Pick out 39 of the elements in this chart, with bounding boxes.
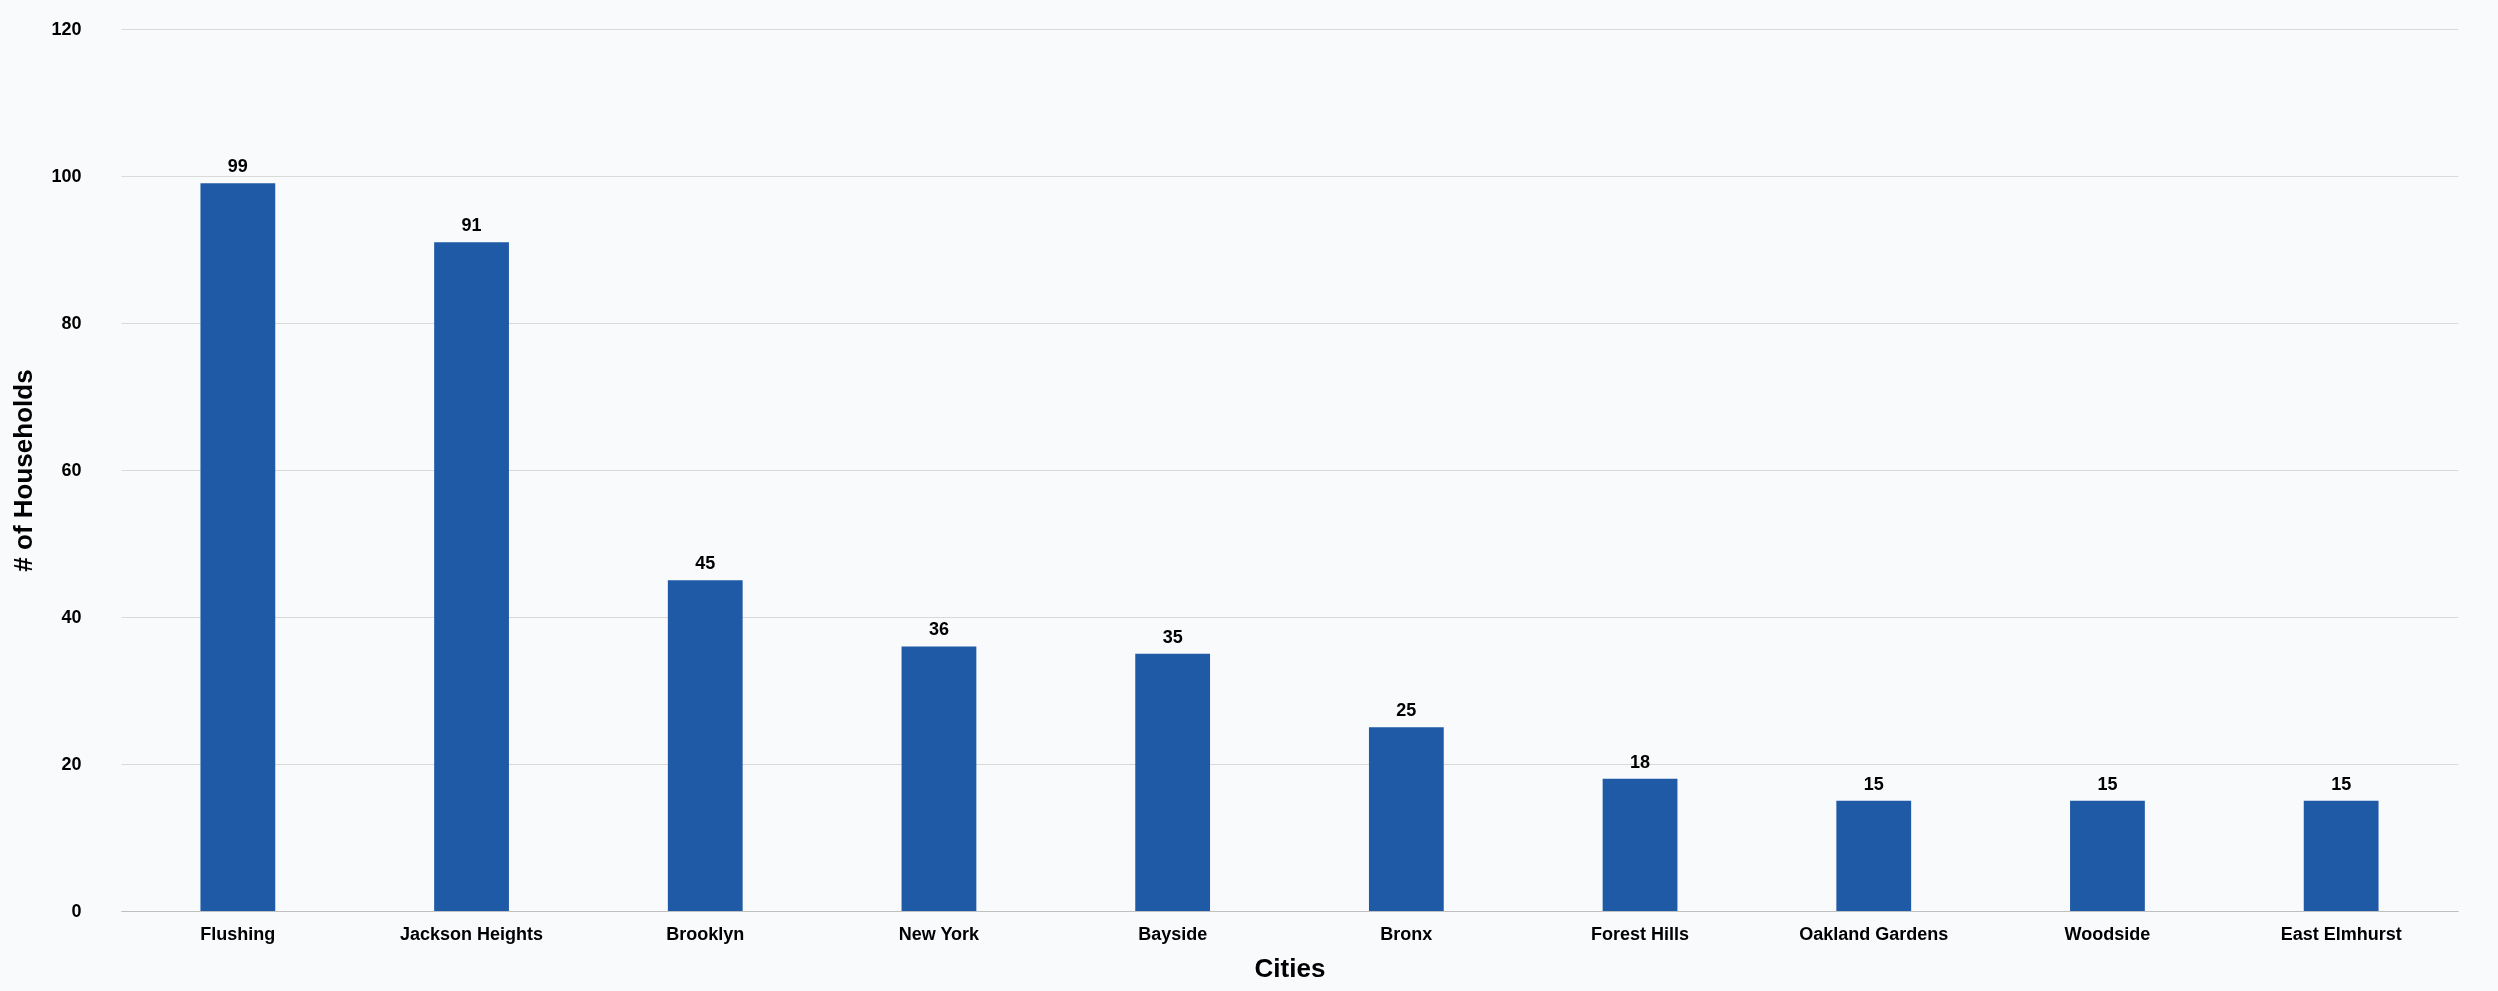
bar <box>1135 653 1211 911</box>
x-tick-label: Oakland Gardens <box>1799 923 1949 944</box>
data-label: 15 <box>2331 773 2352 794</box>
bar <box>667 580 743 911</box>
bar <box>200 183 276 911</box>
x-tick-label: Woodside <box>2064 923 2151 944</box>
x-axis-title: Cities <box>1254 952 1326 983</box>
data-label: 35 <box>1162 626 1183 647</box>
data-label: 36 <box>928 619 949 640</box>
bar <box>1836 800 1912 911</box>
x-tick-label: Brooklyn <box>666 923 745 944</box>
data-label: 91 <box>461 215 482 236</box>
y-axis-title: # of Households <box>8 369 39 572</box>
bar <box>1368 727 1444 911</box>
x-tick-label: East Elmhurst <box>2280 923 2402 944</box>
y-tick-label: 60 <box>61 459 82 480</box>
bar <box>901 646 977 911</box>
data-label: 99 <box>227 156 248 177</box>
data-label: 15 <box>1863 773 1884 794</box>
y-tick-label: 0 <box>71 900 82 921</box>
data-label: 18 <box>1630 751 1651 772</box>
x-tick-label: Forest Hills <box>1591 923 1690 944</box>
bar <box>2070 800 2145 911</box>
bar <box>1602 778 1678 911</box>
bar <box>2303 800 2379 911</box>
y-tick-label: 120 <box>51 18 82 39</box>
x-tick-label: New York <box>898 923 981 944</box>
data-label: 45 <box>695 553 716 574</box>
data-label: 25 <box>1396 700 1417 721</box>
y-tick-label: 40 <box>61 606 82 627</box>
y-tick-label: 20 <box>61 753 82 774</box>
x-tick-label: Bronx <box>1380 923 1433 944</box>
bar <box>434 242 509 911</box>
y-tick-label: 100 <box>51 165 82 186</box>
x-tick-label: Flushing <box>200 923 276 944</box>
y-tick-label: 80 <box>61 312 82 333</box>
x-tick-label: Bayside <box>1138 923 1208 944</box>
x-tick-label: Jackson Heights <box>400 923 544 944</box>
data-label: 15 <box>2097 773 2118 794</box>
